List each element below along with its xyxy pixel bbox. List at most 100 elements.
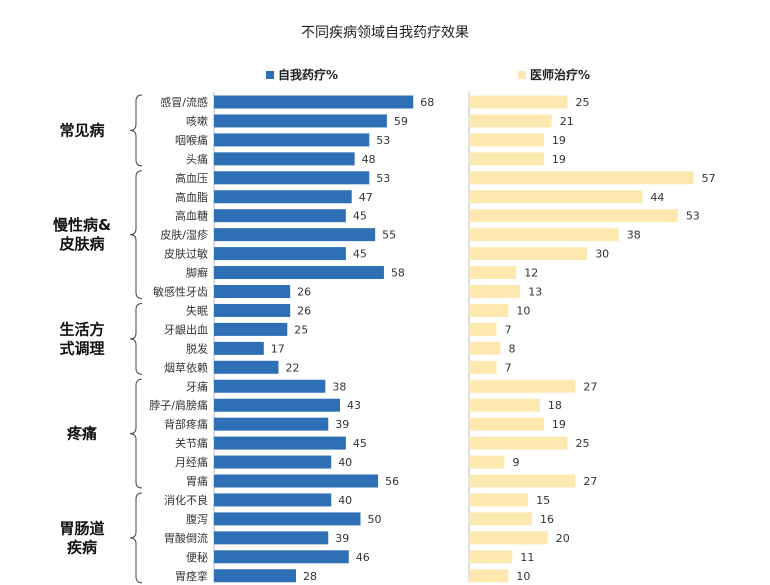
self-medication-value-label: 40 — [338, 456, 352, 469]
doctor-treatment-value-label: 25 — [576, 437, 590, 450]
self-medication-bar — [214, 285, 291, 298]
self-medication-bar — [214, 247, 346, 261]
category-label: 失眠 — [186, 304, 208, 317]
doctor-treatment-value-label: 20 — [556, 532, 570, 545]
doctor-treatment-value-label: 8 — [509, 342, 516, 355]
category-label: 高血脂 — [175, 190, 208, 204]
doctor-treatment-bar — [469, 341, 501, 355]
doctor-treatment-bar — [469, 303, 509, 317]
doctor-treatment-bar — [469, 493, 529, 507]
category-label: 腹泻 — [186, 512, 208, 526]
legend-swatch-self-medication — [266, 71, 274, 79]
doctor-treatment-value-label: 15 — [536, 494, 550, 507]
self-medication-value-label: 56 — [385, 475, 399, 488]
group-label: 疼痛 — [67, 425, 97, 443]
self-medication-bar — [214, 209, 346, 223]
self-medication-value-label: 48 — [362, 153, 376, 166]
category-label: 脖子/肩膀痛 — [149, 398, 208, 412]
self-medication-bar — [214, 341, 264, 355]
self-medication-bar — [214, 228, 376, 242]
chart-title: 不同疾病领域自我药疗效果 — [301, 25, 469, 41]
category-label: 胃痉挛 — [175, 569, 208, 583]
self-medication-value-label: 45 — [353, 248, 367, 261]
doctor-treatment-bar — [469, 360, 497, 374]
self-medication-bar — [214, 417, 329, 431]
self-medication-bar — [214, 171, 370, 185]
self-medication-value-label: 45 — [353, 437, 367, 450]
category-label: 咳嗽 — [186, 114, 208, 128]
self-medication-bar — [214, 95, 414, 109]
self-medication-bar — [214, 569, 297, 583]
self-medication-value-label: 22 — [285, 361, 299, 374]
category-label: 头痛 — [186, 152, 208, 166]
self-medication-value-label: 25 — [294, 323, 308, 336]
doctor-treatment-bar — [469, 455, 505, 469]
doctor-treatment-value-label: 25 — [576, 96, 590, 109]
group-brace — [129, 378, 143, 489]
group-label: 式调理 — [59, 339, 104, 357]
self-medication-bar — [214, 152, 355, 166]
doctor-treatment-value-label: 19 — [552, 153, 566, 166]
doctor-treatment-bar — [469, 550, 513, 564]
group-label: 常见病 — [59, 121, 104, 139]
category-label: 牙痛 — [186, 379, 208, 393]
self-medication-bar — [214, 531, 329, 545]
self-medication-bar — [214, 133, 370, 147]
self-medication-bar — [214, 360, 279, 374]
self-medication-bar — [214, 550, 349, 564]
category-label: 牙龈出血 — [164, 322, 208, 336]
doctor-treatment-bar — [469, 95, 568, 109]
self-medication-bar — [214, 436, 346, 450]
self-medication-bar — [214, 114, 387, 128]
doctor-treatment-value-label: 18 — [548, 399, 562, 412]
group-brace — [129, 170, 143, 299]
group-label: 疾病 — [67, 538, 97, 556]
doctor-treatment-bar — [469, 436, 568, 450]
self-medication-value-label: 39 — [335, 418, 349, 431]
category-label: 背部疼痛 — [164, 417, 208, 431]
doctor-treatment-bar — [469, 266, 517, 280]
doctor-treatment-bar — [469, 190, 643, 204]
category-label: 高血压 — [175, 171, 208, 185]
group-label: 生活方 — [59, 320, 104, 338]
doctor-treatment-bar — [469, 379, 576, 393]
doctor-treatment-bar — [469, 228, 619, 242]
doctor-treatment-bar — [469, 417, 544, 431]
doctor-treatment-value-label: 44 — [650, 191, 664, 204]
group-label: 皮肤病 — [59, 235, 104, 253]
doctor-treatment-value-label: 27 — [583, 475, 597, 488]
doctor-treatment-value-label: 19 — [552, 418, 566, 431]
self-medication-bar — [214, 474, 379, 488]
category-label: 高血糖 — [175, 209, 208, 223]
self-medication-value-label: 50 — [368, 513, 382, 526]
doctor-treatment-value-label: 30 — [595, 248, 609, 261]
self-medication-value-label: 40 — [338, 494, 352, 507]
self-medication-value-label: 46 — [356, 551, 370, 564]
doctor-treatment-value-label: 53 — [686, 210, 700, 223]
category-label: 月经痛 — [175, 455, 208, 469]
doctor-treatment-value-label: 57 — [702, 172, 716, 185]
group-brace — [129, 94, 143, 167]
self-medication-value-label: 55 — [382, 229, 396, 242]
doctor-treatment-value-label: 10 — [516, 570, 530, 583]
self-medication-value-label: 17 — [271, 342, 285, 355]
doctor-treatment-value-label: 19 — [552, 134, 566, 147]
self-medication-value-label: 26 — [297, 286, 311, 299]
self-medication-value-label: 45 — [353, 210, 367, 223]
doctor-treatment-bar — [469, 209, 678, 223]
group-brace — [129, 302, 143, 375]
category-label: 皮肤/湿疹 — [160, 228, 208, 242]
doctor-treatment-bar — [469, 512, 533, 526]
self-medication-bar — [214, 303, 291, 317]
category-label: 脱发 — [186, 341, 208, 355]
doctor-treatment-bar — [469, 152, 544, 166]
category-label: 敏感性牙齿 — [153, 285, 208, 299]
self-medication-value-label: 39 — [335, 532, 349, 545]
category-label: 关节痛 — [175, 436, 208, 450]
self-medication-value-label: 58 — [391, 267, 405, 280]
category-label: 烟草依赖 — [164, 360, 208, 374]
legend-label-self-medication: 自我药疗% — [278, 67, 338, 82]
doctor-treatment-value-label: 7 — [505, 323, 512, 336]
